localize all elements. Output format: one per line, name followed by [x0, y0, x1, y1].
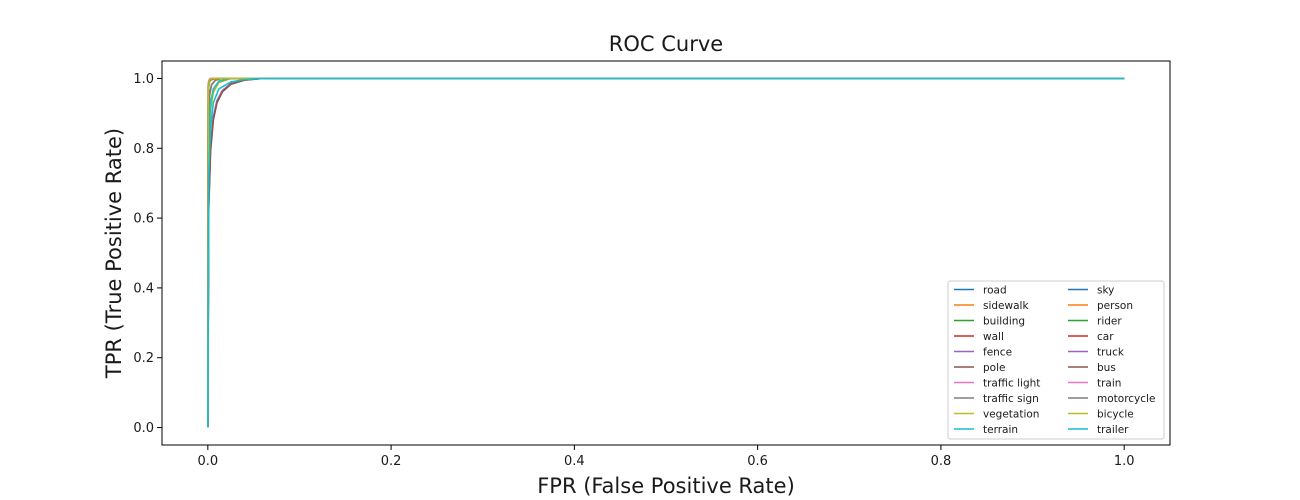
legend-label: motorcycle	[1097, 393, 1155, 405]
legend-box	[947, 280, 1165, 440]
x-tick-label: 0.4	[564, 454, 585, 469]
x-tick-label: 0.8	[931, 454, 952, 469]
legend-label: car	[1097, 331, 1114, 343]
series-lines	[207, 77, 1125, 428]
legend-label: fence	[983, 347, 1012, 359]
plot-area	[161, 60, 1171, 446]
legend-label: traffic sign	[983, 393, 1039, 405]
legend-label: traffic light	[983, 378, 1040, 390]
legend-label: vegetation	[983, 409, 1039, 421]
legend-label: rider	[1097, 316, 1122, 328]
legend-label: pole	[983, 362, 1005, 374]
chart-title: ROC Curve	[609, 32, 723, 56]
y-axis-label: TPR (True Positive Rate)	[102, 128, 126, 379]
legend-label: terrain	[983, 424, 1018, 436]
y-tick-label: 0.4	[133, 281, 154, 296]
x-tick-label: 0.2	[381, 454, 402, 469]
legend-label: sidewalk	[983, 300, 1029, 312]
y-tick-label: 0.2	[133, 351, 154, 366]
x-tick-label: 1.0	[1114, 454, 1135, 469]
x-tick-label: 0.0	[197, 454, 218, 469]
legend-label: bus	[1097, 362, 1116, 374]
legend-label: person	[1097, 300, 1133, 312]
legend-label: wall	[983, 331, 1004, 343]
legend-label: building	[983, 316, 1025, 328]
y-axis: 0.0 0.2 0.4 0.6 0.8 1.0	[133, 72, 162, 436]
series-line-19	[207, 77, 1125, 428]
y-tick-label: 0.8	[133, 142, 154, 157]
x-axis: 0.0 0.2 0.4 0.6 0.8 1.0	[197, 445, 1135, 469]
x-tick-label: 0.6	[747, 454, 768, 469]
legend-label: road	[983, 285, 1007, 297]
legend-label: trailer	[1097, 424, 1129, 436]
legend: road sidewalk building wall fence pole traffic…	[947, 280, 1165, 440]
legend-label: truck	[1097, 347, 1125, 359]
legend-label: sky	[1097, 285, 1114, 297]
x-axis-label: FPR (False Positive Rate)	[537, 474, 795, 498]
y-tick-label: 0.0	[133, 421, 154, 436]
y-tick-label: 1.0	[133, 72, 154, 87]
y-tick-label: 0.6	[133, 212, 154, 227]
legend-label: train	[1097, 378, 1121, 390]
legend-label: bicycle	[1097, 409, 1134, 421]
